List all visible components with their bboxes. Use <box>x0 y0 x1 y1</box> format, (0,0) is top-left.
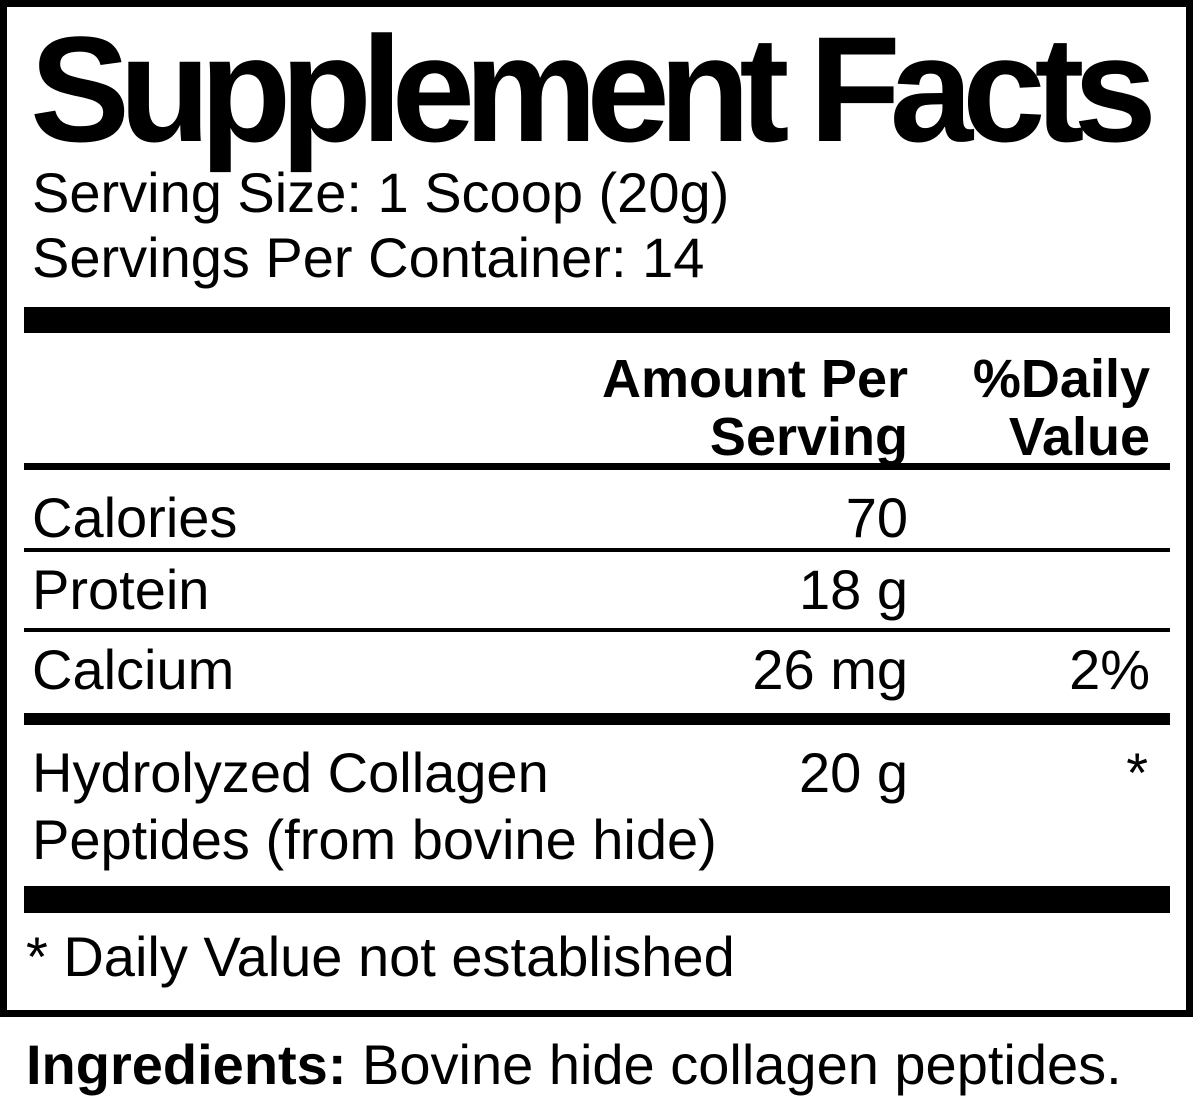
ingredients-text: Bovine hide collagen peptides. <box>362 1033 1122 1096</box>
divider-thick <box>24 886 1170 913</box>
amount-header-2: Serving <box>709 407 908 467</box>
serving-size: Serving Size: 1 Scoop (20g) <box>32 161 730 224</box>
ingredients-label: Ingredients: <box>26 1033 347 1096</box>
panel-title: Supplement Facts <box>30 5 1157 173</box>
row-amount-calcium: 26 mg <box>752 638 908 701</box>
row-amount-calories: 70 <box>845 486 908 549</box>
row-name-collagen-1: Hydrolyzed Collagen <box>32 741 549 804</box>
row-name-collagen-2: Peptides (from bovine hide) <box>32 808 717 871</box>
supplement-facts-panel <box>0 0 1193 1017</box>
dv-header-2: Value <box>1008 407 1150 467</box>
servings-per-container: Servings Per Container: 14 <box>32 226 705 289</box>
row-name-protein: Protein <box>32 558 210 621</box>
row-amount-collagen: 20 g <box>799 741 908 804</box>
divider-thin <box>24 548 1170 552</box>
row-name-calcium: Calcium <box>32 638 235 701</box>
divider-thin <box>24 628 1170 632</box>
row-dv-calcium: 2% <box>1069 638 1150 701</box>
row-dv-collagen: * <box>1126 741 1148 804</box>
ingredients: Ingredients: Bovine hide collagen peptid… <box>26 1037 1122 1093</box>
footnote: * Daily Value not established <box>26 925 735 988</box>
row-name-calories: Calories <box>32 486 238 549</box>
row-amount-protein: 18 g <box>799 558 908 621</box>
divider-medium <box>24 463 1170 470</box>
dv-header-1: %Daily <box>972 349 1150 409</box>
amount-header-1: Amount Per <box>601 349 908 409</box>
divider-medium <box>24 713 1170 725</box>
divider-thick <box>24 307 1170 333</box>
